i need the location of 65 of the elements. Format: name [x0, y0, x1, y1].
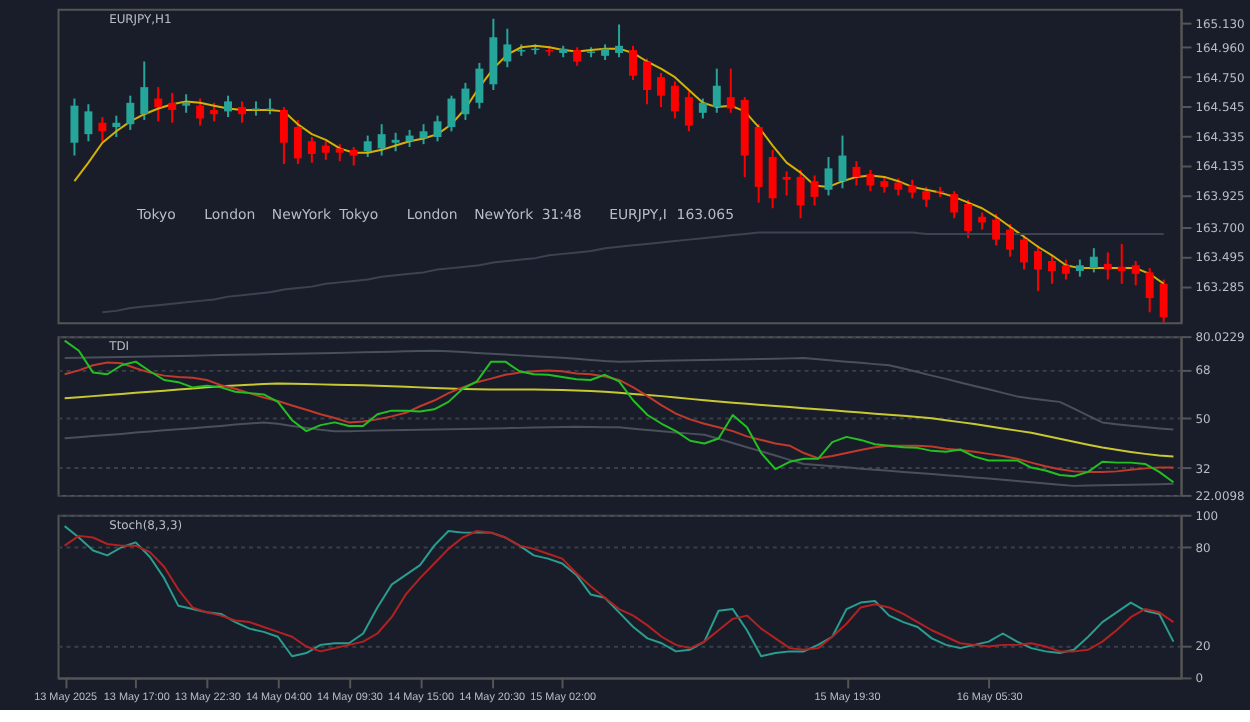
candlestick: [1159, 278, 1168, 324]
candlestick: [1034, 244, 1042, 292]
candlestick: [279, 106, 288, 166]
candlestick: [196, 97, 205, 127]
candlestick: [168, 91, 177, 124]
candlestick: [349, 146, 358, 167]
candlestick: [922, 185, 931, 208]
candlestick: [182, 93, 191, 114]
candlestick: [126, 94, 135, 131]
candlestick: [363, 134, 372, 158]
candlestick: [140, 60, 149, 121]
candlestick: [768, 148, 777, 210]
candlestick: [782, 170, 791, 197]
candlestick: [1131, 260, 1140, 287]
candlestick: [307, 136, 316, 164]
candlestick: [112, 114, 121, 139]
candlestick: [489, 17, 498, 91]
line-series: [63, 361, 1175, 473]
candlestick: [629, 44, 637, 82]
candlestick: [1061, 258, 1070, 281]
candlestick: [615, 23, 624, 59]
candlestick: [293, 118, 302, 166]
candlestick: [1020, 234, 1028, 271]
candlestick: [98, 116, 107, 143]
candlestick: [992, 212, 1001, 247]
candlestick: [70, 97, 79, 157]
line-series: [63, 349, 1175, 431]
candlestick: [461, 81, 470, 121]
candlestick: [1089, 247, 1098, 274]
candlestick: [670, 80, 679, 120]
candlestick: [698, 97, 707, 120]
candlestick: [908, 178, 917, 200]
candlestick: [852, 160, 861, 187]
candlestick: [824, 155, 833, 197]
candlestick: [377, 123, 386, 157]
candlestick: [84, 103, 93, 143]
candlestick: [238, 100, 246, 124]
candlestick: [475, 61, 484, 110]
candlestick: [796, 168, 805, 220]
candlestick: [643, 57, 651, 106]
candlestick: [210, 101, 219, 123]
candlestick: [712, 67, 721, 114]
candlestick: [726, 67, 735, 114]
line-series: [63, 339, 1175, 484]
line-series: [63, 382, 1175, 458]
candlestick: [810, 174, 819, 207]
candlestick: [950, 190, 959, 220]
candlestick: [1047, 254, 1056, 285]
candlestick: [1145, 267, 1154, 314]
candlestick: [154, 86, 163, 123]
candlestick: [224, 94, 233, 119]
candlestick: [573, 46, 582, 67]
line-series: [63, 421, 1175, 487]
candlestick: [503, 27, 512, 69]
candlestick: [1006, 222, 1015, 258]
candlestick: [1117, 242, 1126, 285]
candlestick: [866, 168, 875, 193]
candlestick: [433, 114, 442, 143]
candlestick: [656, 71, 665, 109]
candlestick: [1103, 251, 1112, 281]
candlestick: [391, 131, 400, 153]
candlestick: [684, 90, 693, 133]
candlestick: [419, 123, 428, 146]
candlestick: [321, 140, 330, 161]
candlestick: [964, 198, 973, 240]
